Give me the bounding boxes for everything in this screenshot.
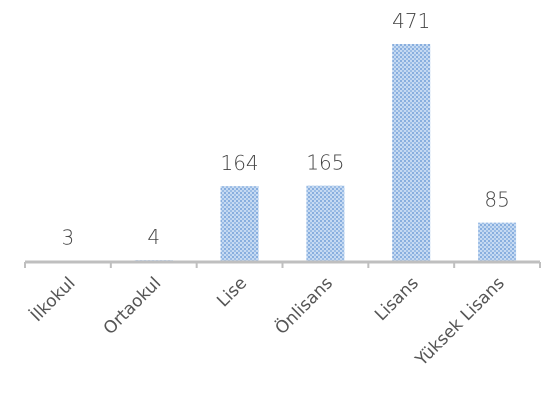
x-axis bbox=[24, 260, 541, 268]
value-label-3: 165 bbox=[306, 151, 344, 175]
category-label-1: Ortaokul bbox=[100, 273, 166, 339]
value-label-4: 471 bbox=[392, 9, 430, 33]
category-label-5: Yüksek Lisans bbox=[411, 273, 508, 370]
bar-2 bbox=[220, 186, 259, 262]
category-labels: İlkokul Ortaokul Lise Önlisans LisansYüksek … bbox=[26, 272, 508, 371]
bar-5 bbox=[478, 222, 517, 262]
value-labels: 3 4 164 165 471 85 bbox=[62, 9, 510, 250]
value-label-0: 3 bbox=[62, 226, 75, 250]
value-label-2: 164 bbox=[220, 151, 258, 175]
value-label-5: 85 bbox=[484, 188, 509, 212]
bar-3 bbox=[306, 185, 345, 262]
value-label-1: 4 bbox=[147, 225, 160, 249]
category-label-2: Lise bbox=[213, 273, 251, 311]
category-label-0: İlkokul bbox=[26, 273, 79, 326]
bar-4 bbox=[392, 44, 431, 262]
category-label-3: Önlisans bbox=[270, 272, 337, 339]
bars-layer bbox=[48, 44, 517, 262]
category-label-4: Lisans bbox=[371, 273, 423, 325]
